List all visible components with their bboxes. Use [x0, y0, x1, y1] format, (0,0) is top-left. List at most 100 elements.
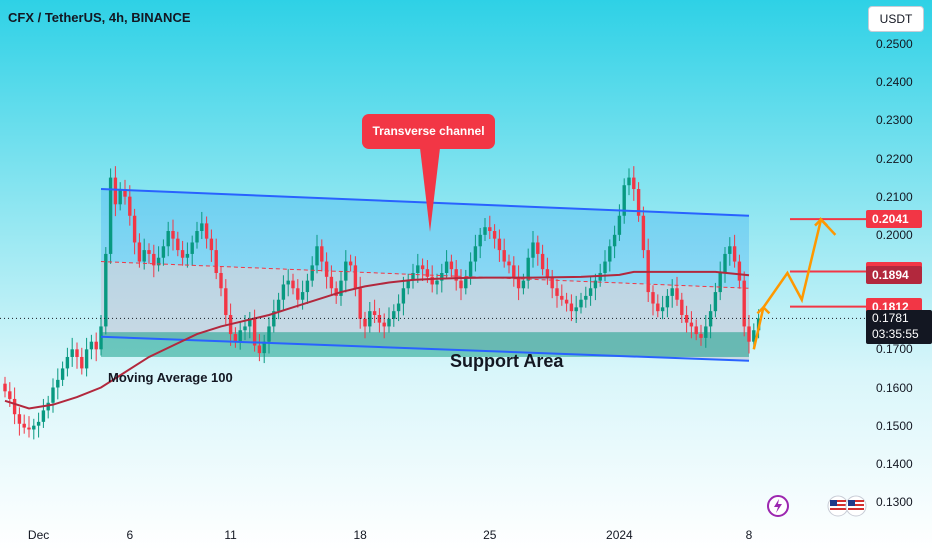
- candle-body: [329, 276, 334, 289]
- candle-body: [588, 288, 593, 296]
- y-tick-label: 0.2200: [876, 151, 913, 166]
- candle-body: [392, 311, 396, 319]
- candle-body: [224, 288, 228, 315]
- candle-body: [281, 284, 286, 300]
- y-tick-label: 0.1400: [876, 456, 913, 471]
- candle-body: [305, 280, 310, 293]
- channel-upper-fill: [101, 189, 749, 289]
- candle-body: [56, 379, 60, 388]
- candle-body: [425, 269, 430, 277]
- candle-body: [550, 276, 554, 289]
- candle-body: [118, 189, 122, 205]
- y-tick-label: 0.1700: [876, 342, 913, 357]
- candle-body: [104, 253, 108, 327]
- candle-body: [310, 265, 314, 281]
- candle-body: [70, 349, 74, 357]
- candle-body: [449, 261, 454, 270]
- candle-body: [161, 246, 166, 258]
- projection-path: [752, 217, 837, 350]
- candle-body: [627, 177, 631, 186]
- candle-body: [718, 273, 722, 293]
- candle-body: [473, 246, 478, 262]
- channel-upper-line: [100, 188, 750, 217]
- candle-body: [377, 314, 382, 323]
- candle-body: [516, 276, 521, 289]
- candle-body: [444, 261, 449, 273]
- candle-body: [430, 276, 434, 285]
- candle-body: [12, 398, 17, 415]
- candle-body: [478, 234, 482, 247]
- current-price-value: 0.1781: [872, 311, 909, 325]
- candle-body: [555, 288, 559, 296]
- candle-body: [65, 356, 70, 369]
- candle-body: [60, 368, 65, 380]
- candle-body: [324, 261, 329, 277]
- candle-body: [185, 253, 190, 258]
- candle-body: [41, 410, 46, 422]
- y-tick-label: 0.2300: [876, 113, 913, 128]
- candle-body: [137, 242, 142, 262]
- candle-body: [488, 227, 492, 232]
- symbol-title: CFX / TetherUS, 4h, BINANCE: [8, 10, 191, 25]
- candle-body: [252, 318, 257, 346]
- candle-body: [723, 253, 727, 273]
- candle-body: [358, 288, 362, 319]
- candle-body: [334, 288, 338, 296]
- support-area-label: Support Area: [450, 351, 564, 371]
- candle-body: [233, 334, 238, 342]
- candle-body: [512, 265, 516, 277]
- candle-body: [651, 292, 655, 304]
- candle-body: [3, 383, 7, 392]
- candle-body: [507, 261, 511, 266]
- transverse-channel-callout: Transverse channel: [362, 114, 495, 149]
- y-tick-label: 0.1300: [876, 495, 913, 509]
- candle-body: [603, 261, 607, 273]
- candle-body: [75, 349, 79, 357]
- candle-body: [680, 299, 684, 315]
- candle-body: [267, 326, 271, 342]
- currency-unit-button[interactable]: USDT: [868, 6, 924, 32]
- candle-body: [166, 231, 170, 247]
- candle-body: [684, 314, 689, 323]
- candle-body: [396, 303, 401, 312]
- channel-mid-dashed: [100, 261, 750, 289]
- candle-body: [180, 250, 185, 258]
- x-tick-label: 18: [353, 528, 367, 542]
- candle-body: [257, 345, 262, 354]
- candle-body: [262, 341, 266, 354]
- candle-body: [248, 318, 252, 327]
- candle-body: [612, 234, 617, 247]
- candle-body: [468, 261, 473, 277]
- candle-body: [300, 292, 305, 300]
- x-tick-label: 6: [126, 528, 134, 542]
- candle-body: [670, 288, 674, 296]
- candle-body: [497, 238, 502, 251]
- candle-body: [368, 311, 372, 327]
- y-tick-label: 0.1600: [876, 380, 913, 395]
- candle-body: [617, 215, 622, 235]
- candle-body: [36, 421, 41, 426]
- candle-body: [564, 299, 569, 304]
- candle-body: [521, 280, 526, 289]
- lightning-icon[interactable]: [766, 494, 790, 523]
- candle-body: [584, 295, 588, 300]
- candle-body: [459, 280, 463, 289]
- candle-body: [238, 330, 242, 342]
- candle-body: [737, 261, 742, 281]
- candle-body: [353, 265, 358, 289]
- candle-body: [348, 261, 353, 266]
- candle-body: [569, 303, 574, 312]
- flag-icon[interactable]: [826, 494, 868, 523]
- candle-body: [536, 242, 540, 254]
- candle-body: [99, 326, 103, 350]
- candle-body: [492, 231, 497, 239]
- candle-body: [286, 280, 290, 285]
- candle-body: [32, 425, 36, 430]
- candle-body: [440, 273, 444, 281]
- x-tick-label: 11: [224, 528, 237, 542]
- candle-body: [608, 246, 612, 262]
- candle-body: [689, 322, 694, 327]
- candle-body: [123, 189, 127, 197]
- candle-body: [320, 246, 324, 262]
